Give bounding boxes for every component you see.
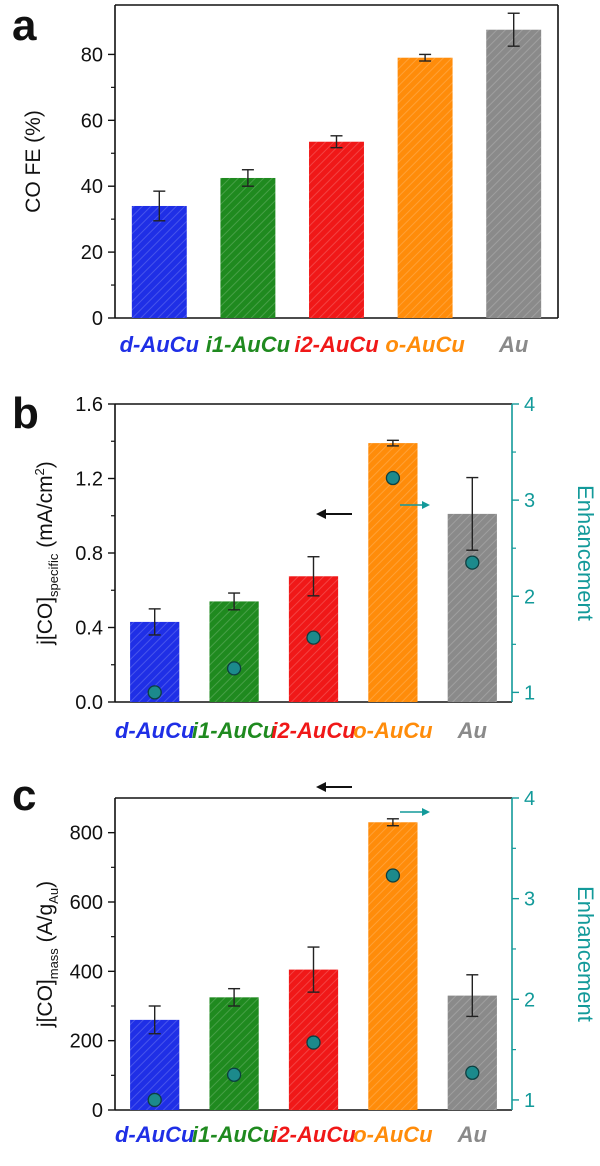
bar-hatch-i2-AuCu [309,141,364,318]
y-tick-label: 0.0 [75,692,103,714]
enhancement-marker-o-AuCu [385,868,401,883]
y-axis-label: j[CO]specific (mA/cm2) [32,461,61,646]
category-label-i1-AuCu: i1-AuCu [206,332,291,357]
y-tick-label: 0.4 [75,618,103,640]
category-label-i2-AuCu: i2-AuCu [271,718,356,743]
enhancement-marker-i1-AuCu [226,1067,242,1082]
y-tick-label: 200 [70,1031,103,1053]
y2-tick-label: 2 [524,586,535,608]
category-label-i2-AuCu: i2-AuCu [271,1122,356,1147]
y2-axis-label: Enhancement [573,485,598,621]
y-tick-label: 80 [81,44,103,66]
enhancement-marker-Au [465,1065,480,1080]
enhancement-marker-i2-AuCu [306,1035,321,1050]
category-label-i2-AuCu: i2-AuCu [294,332,379,357]
y-label-unit: (A/g [34,904,57,948]
y-tick-label: 1.6 [75,394,103,416]
y-tick-label: 800 [70,823,103,845]
bar-hatch-o-AuCu [368,443,418,702]
bar-hatch-o-AuCu [368,822,418,1110]
y-tick-label: 0.8 [75,543,103,565]
y-label-subscript: mass [46,948,61,980]
enhancement-marker-i2-AuCu [306,630,321,645]
y2-tick-label: 4 [524,788,535,810]
enhancement-marker-d-AuCu [147,685,162,700]
category-label-o-AuCu: o-AuCu [353,1122,433,1147]
right-axis-arrow-head [422,808,430,816]
y-label-main: j[CO] [34,597,57,646]
y-label-unit-superscript: 2 [32,468,47,475]
panel-a-chart: 0 20 40 60 80 CO FE (%) d-AuCu i1-AuCu i2-AuCu o-… [22,4,559,357]
y-tick-label: 20 [81,242,103,264]
y-tick-label: 0 [92,1100,103,1122]
y2-tick-label: 3 [524,889,535,911]
right-axis-arrow-head [422,501,430,509]
enhancement-marker-Au [465,555,480,570]
category-label-o-AuCu: o-AuCu [353,718,433,743]
y-axis-label: j[CO]mass (A/gAu) [34,881,61,1028]
y2-tick-label: 1 [524,1090,535,1112]
y-axis-label: CO FE (%) [22,110,45,213]
panel-letter-a: a [12,1,37,50]
y-tick-label: 0 [92,308,103,330]
left-axis-arrow-head [316,509,326,519]
panel-letter-b: b [12,389,39,438]
category-label-Au: Au [457,718,488,743]
bar-hatch-i1-AuCu [209,601,259,702]
y2-tick-label: 3 [524,490,535,512]
y2-tick-label: 2 [524,989,535,1011]
enhancement-marker-o-AuCu [385,470,401,486]
y-label-unit-close: ) [34,461,57,468]
category-label-i1-AuCu: i1-AuCu [192,1122,277,1147]
enhancement-marker-i1-AuCu [226,661,242,676]
y-tick-label: 60 [81,110,103,132]
panel-letter-c: c [12,771,36,820]
bar-hatch-d-AuCu [131,205,187,318]
category-label-i1-AuCu: i1-AuCu [192,718,277,743]
category-label-d-AuCu: d-AuCu [115,718,195,743]
y-label-subscript: specific [46,553,61,597]
bar-hatch-i1-AuCu [209,997,259,1110]
y-label-unit-subscript: Au [46,888,61,904]
bar-hatch-i1-AuCu [220,177,276,318]
category-label-Au: Au [457,1122,488,1147]
y-label-unit-close: ) [34,881,57,888]
category-label-Au: Au [498,332,529,357]
enhancement-marker-d-AuCu [147,1092,162,1108]
y-tick-label: 40 [81,176,103,198]
category-label-d-AuCu: d-AuCu [120,332,200,357]
bar-hatch-o-AuCu [397,57,453,318]
y2-tick-label: 1 [524,682,535,704]
y-tick-label: 1.2 [75,469,103,491]
category-label-o-AuCu: o-AuCu [385,332,465,357]
y2-tick-label: 4 [524,394,535,416]
category-label-d-AuCu: d-AuCu [115,1122,195,1147]
y-label-unit: (mA/cm [34,475,57,553]
left-axis-arrow-head [316,782,326,792]
panel-b-chart: 0.00.40.81.21.6j[CO]specific (mA/cm2)d-A… [32,394,598,743]
y-label-main: j[CO] [34,979,57,1028]
bar-hatch-Au [486,29,542,319]
y2-axis-label: Enhancement [573,886,598,1022]
y-tick-label: 600 [70,892,103,914]
y-tick-label: 400 [70,961,103,983]
